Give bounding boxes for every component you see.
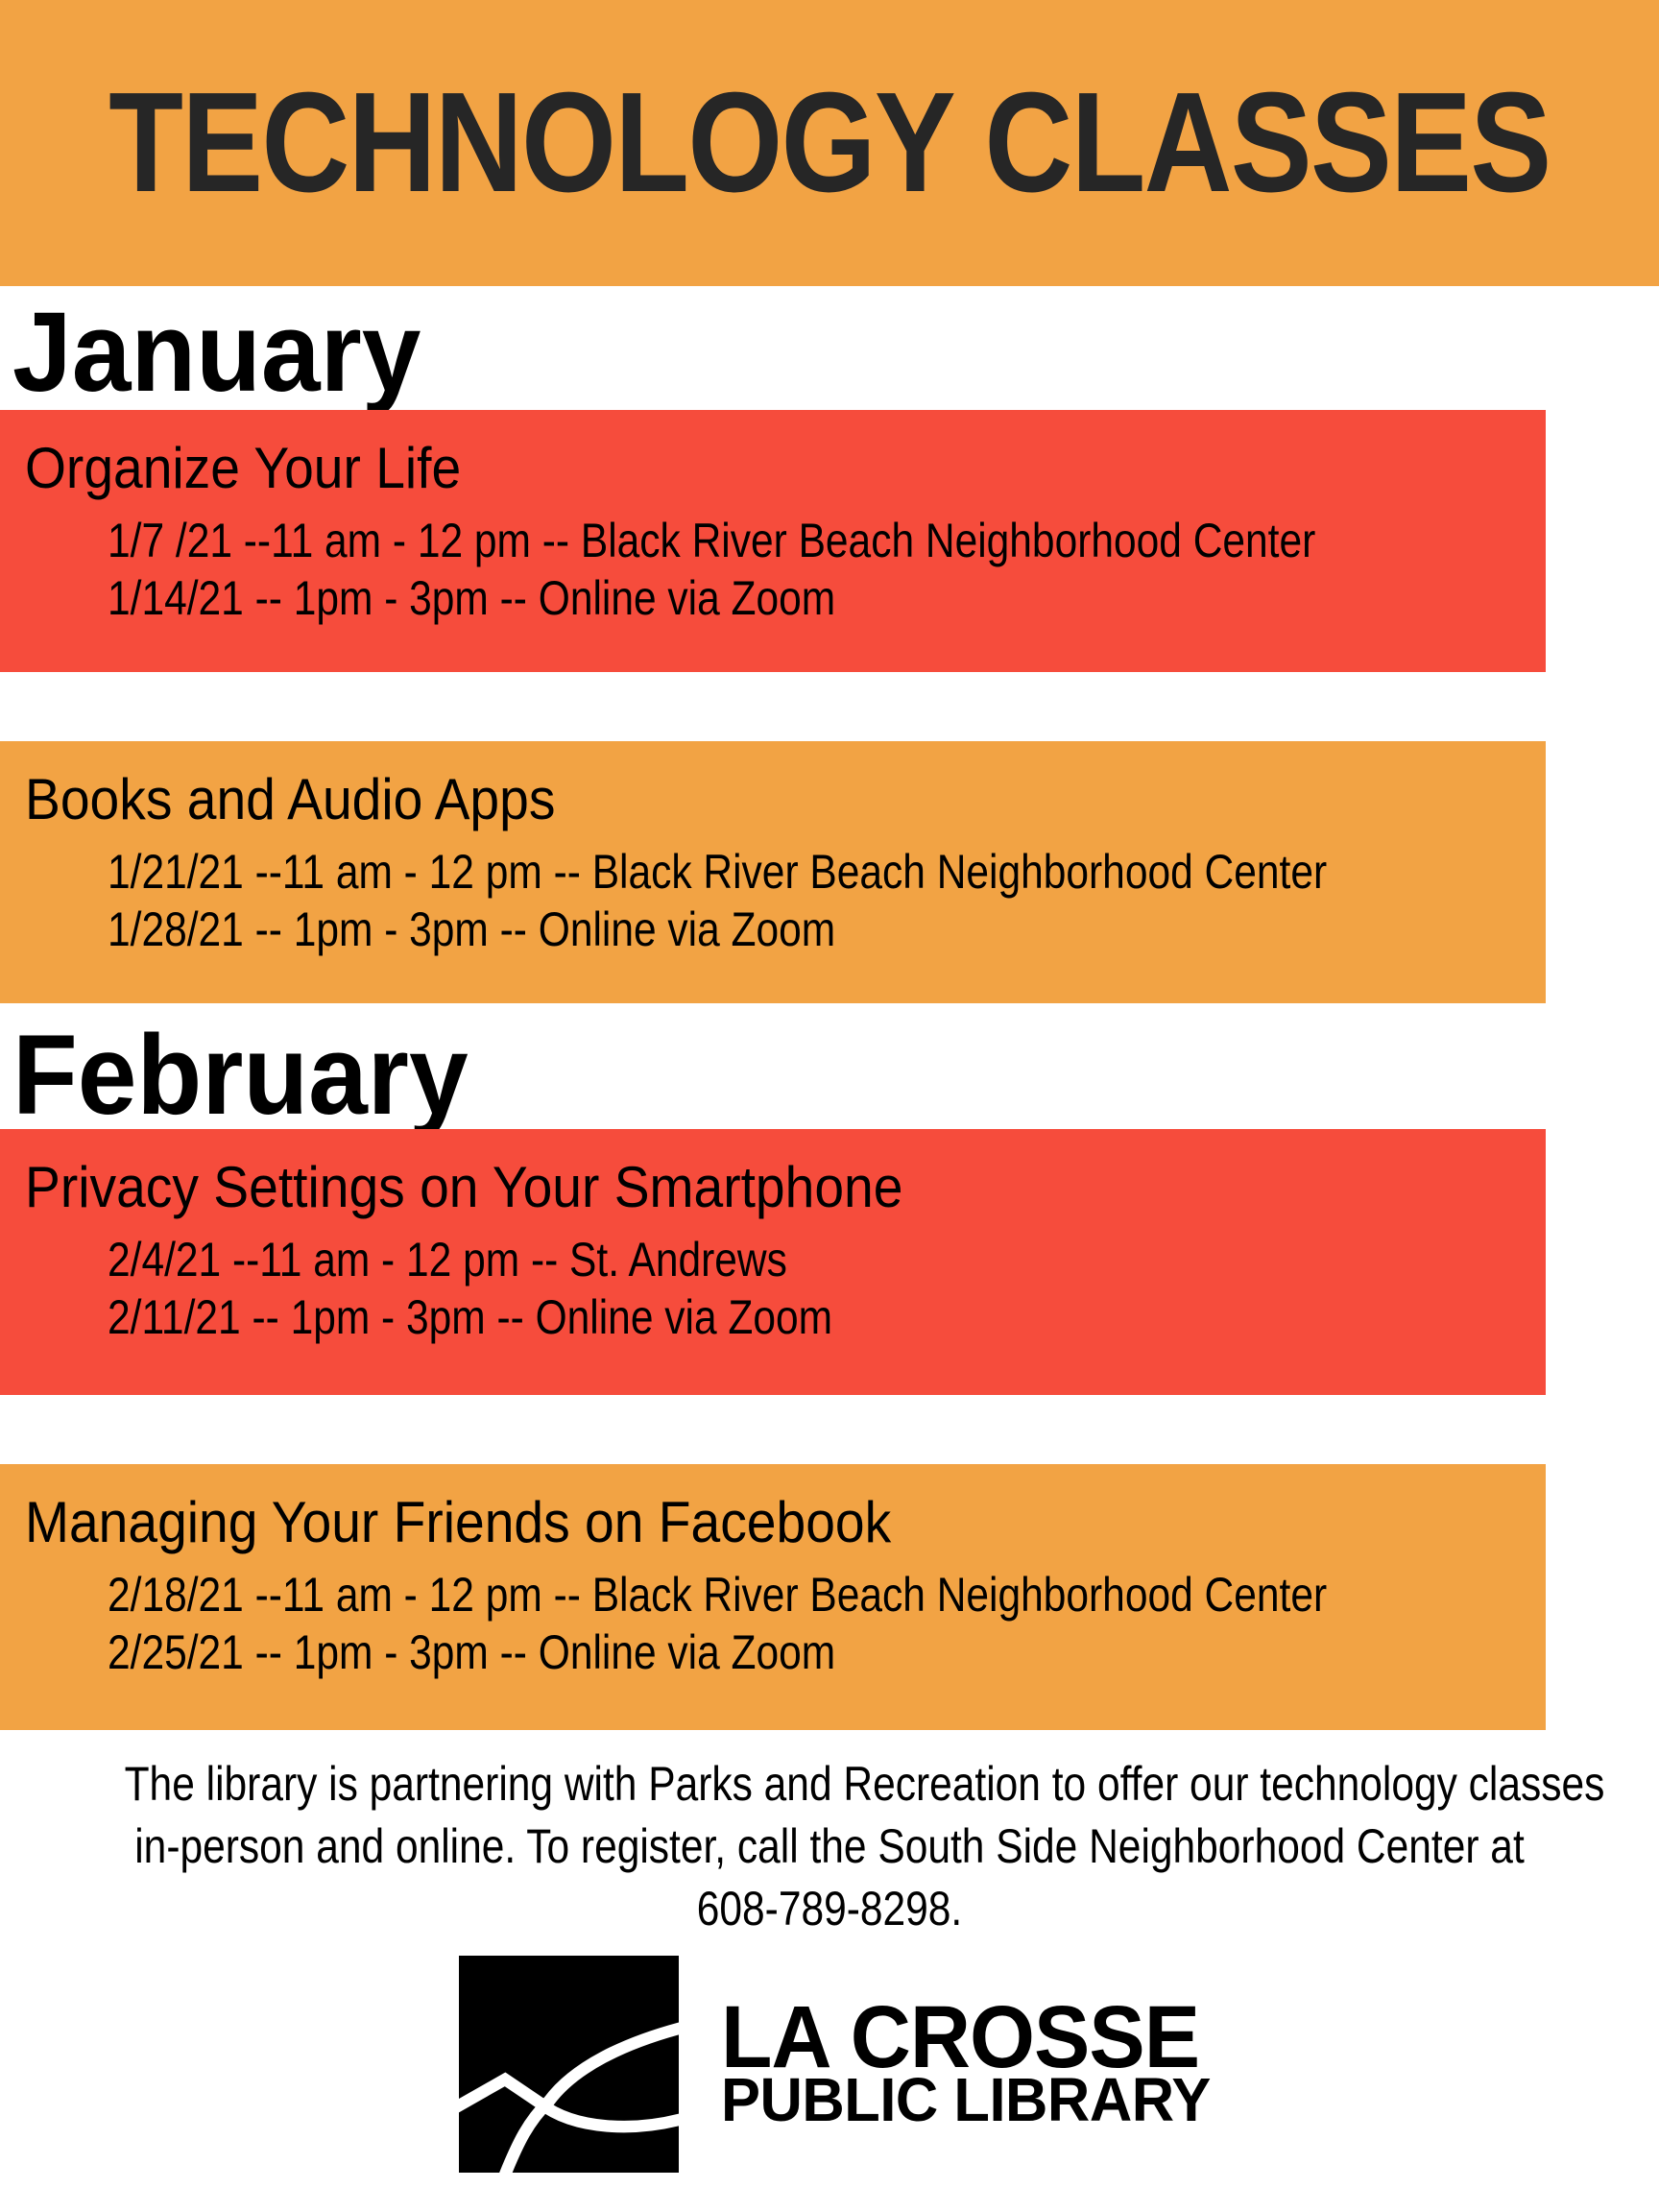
library-logo-mark-icon [459, 1956, 679, 2173]
logo-wordmark-line2: PUBLIC LIBRARY [721, 2065, 1211, 2134]
class-title: Organize Your Life [25, 436, 462, 500]
session-line: 1/21/21 --11 am - 12 pm -- Black River B… [108, 845, 1328, 899]
phone-number: 608-789-8298. [696, 1882, 963, 1936]
header-band: TECHNOLOGY CLASSES [0, 0, 1659, 286]
note-line: in-person and online. To register, call … [134, 1819, 1525, 1873]
session-line: 2/11/21 -- 1pm - 3pm -- Online via Zoom [108, 1290, 833, 1344]
class-block-privacy-settings: Privacy Settings on Your Smartphone 2/4/… [0, 1129, 1546, 1395]
session-list: 2/4/21 --11 am - 12 pm -- St. Andrews 2/… [108, 1231, 1527, 1346]
session-line: 1/28/21 -- 1pm - 3pm -- Online via Zoom [108, 902, 836, 956]
class-title: Books and Audio Apps [25, 767, 556, 831]
month-heading-january: January [12, 289, 421, 416]
session-line: 2/25/21 -- 1pm - 3pm -- Online via Zoom [108, 1625, 836, 1679]
footer-note: The library is partnering with Parks and… [0, 1753, 1659, 1940]
session-list: 1/7 /21 --11 am - 12 pm -- Black River B… [108, 512, 1527, 627]
session-line: 2/18/21 --11 am - 12 pm -- Black River B… [108, 1568, 1328, 1622]
page-title: TECHNOLOGY CLASSES [108, 63, 1551, 222]
session-line: 2/4/21 --11 am - 12 pm -- St. Andrews [108, 1233, 787, 1286]
session-list: 1/21/21 --11 am - 12 pm -- Black River B… [108, 843, 1527, 958]
class-block-books-and-audio-apps: Books and Audio Apps 1/21/21 --11 am - 1… [0, 741, 1546, 1003]
class-title: Privacy Settings on Your Smartphone [25, 1155, 903, 1219]
class-block-organize-your-life: Organize Your Life 1/7 /21 --11 am - 12 … [0, 410, 1546, 672]
month-heading-february: February [12, 1012, 469, 1139]
session-line: 1/7 /21 --11 am - 12 pm -- Black River B… [108, 514, 1316, 567]
logo-wordmark-line1: LA CROSSE [721, 1988, 1200, 2086]
note-line: The library is partnering with Parks and… [124, 1757, 1605, 1811]
session-list: 2/18/21 --11 am - 12 pm -- Black River B… [108, 1566, 1527, 1681]
session-line: 1/14/21 -- 1pm - 3pm -- Online via Zoom [108, 571, 836, 625]
class-block-managing-facebook-friends: Managing Your Friends on Facebook 2/18/2… [0, 1464, 1546, 1730]
class-title: Managing Your Friends on Facebook [25, 1490, 892, 1554]
